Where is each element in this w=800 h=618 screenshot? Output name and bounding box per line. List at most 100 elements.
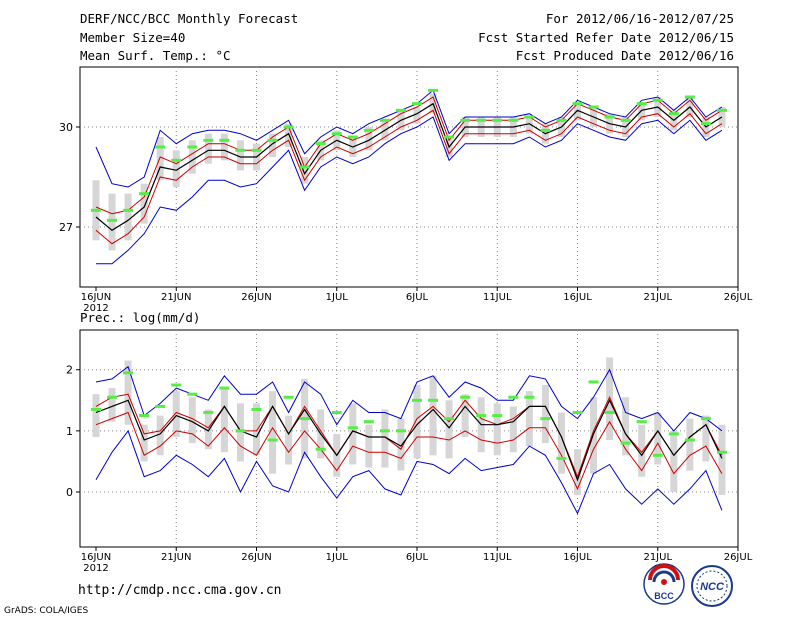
temperature-xtick-label: 1JUL [326,292,349,303]
temperature-xtick-label: 26JUL [724,292,753,303]
precipitation-member-range-box [172,391,180,437]
precipitation-member-range-box [220,388,228,453]
precipitation-xtick-label: 11JUL [483,552,512,563]
precipitation-median-marker [251,407,262,411]
precipitation-member-range-box [381,409,389,468]
precipitation-median-marker [428,398,439,402]
precipitation-member-range-box [92,394,100,437]
bcc-logo-text: BCC [654,591,674,601]
temperature-median-marker [444,135,455,139]
precipitation-ensemble-mean-line [95,398,723,482]
temperature-median-marker [363,128,374,132]
temperature-xtick-label: 21JUL [643,292,672,303]
precipitation-max-line [95,365,723,432]
temperature-ensemble-mean-line [95,102,723,232]
precipitation-member-range-box [397,418,405,471]
precipitation-median-marker [540,417,551,421]
temperature-median-marker [476,118,487,122]
temperature-xtick-label: 6JUL [406,292,429,303]
temperature-xtick-label: 11JUL [483,292,512,303]
temperature-median-marker [107,218,118,222]
precipitation-member-range-box [269,391,277,474]
precipitation-median-marker [652,453,663,457]
precipitation-member-range-box [188,397,196,444]
precipitation-median-marker [267,438,278,442]
temperature-median-marker [540,128,551,132]
precipitation-median-marker [107,395,118,399]
precipitation-median-marker [363,420,374,424]
temperature-median-marker [524,115,535,119]
precipitation-member-range-box [445,400,453,459]
precipitation-member-range-box [686,418,694,471]
precipitation-xtick-label: 6JUL [406,552,429,563]
temperature-member-range-box [574,103,581,121]
precipitation-median-marker [668,432,679,436]
temperature-member-range-box [236,140,244,171]
forecast-started-date: Fcst Started Refer Date 2012/06/15 [478,30,734,45]
temperature-median-marker [652,98,663,102]
precipitation-member-range-box [365,424,373,468]
precipitation-member-range-box [124,360,132,425]
precipitation-median-marker [604,411,615,415]
precipitation-xtick-label: 21JUN [161,552,191,563]
precipitation-member-range-box [253,403,260,456]
temperature-max-line [95,89,723,188]
precipitation-member-range-box [108,388,116,422]
precipitation-mean-plus-spread-line [95,393,723,479]
precipitation-median-marker [412,398,422,402]
temperature-median-marker [139,192,150,196]
temperature-median-marker [684,95,695,99]
precipitation-median-marker [588,380,599,384]
temperature-median-marker [91,208,101,212]
precipitation-median-marker [636,420,647,424]
temperature-median-marker [347,135,358,139]
precipitation-ytick-label: 2 [66,364,73,377]
temperature-median-marker [412,102,422,106]
precipitation-member-range-box [702,415,710,462]
precipitation-median-marker [139,414,150,418]
precipitation-member-range-box [638,424,646,477]
temperature-xtick-label: 21JUN [161,292,191,303]
precipitation-median-marker [331,411,342,415]
precipitation-median-marker [556,456,567,460]
temperature-median-marker [379,118,390,122]
precipitation-median-marker [476,414,487,418]
temperature-min-line [96,116,723,265]
source-url[interactable]: http://cmdp.ncc.cma.gov.cn [78,583,282,598]
precipitation-median-marker [524,395,535,399]
temperature-member-range-box [124,193,132,241]
temperature-member-range-box [269,133,277,157]
temperature-median-marker [588,105,599,109]
temperature-median-marker [203,138,214,142]
precipitation-xtick-label: 16JUN [81,552,111,563]
precipitation-member-range-box [461,394,469,437]
precipitation-member-range-box [349,403,357,465]
temperature-median-marker [556,118,567,122]
precipitation-plot-frame [79,329,739,548]
temperature-median-marker [235,148,246,152]
precipitation-ytick-label: 0 [66,486,73,499]
precipitation-member-range-box [654,412,662,465]
precipitation-median-marker [171,383,182,387]
temperature-member-range-box [156,137,164,181]
temperature-median-marker [668,112,679,116]
precipitation-median-marker [379,429,390,433]
temperature-median-marker [716,108,727,112]
precipitation-median-marker [492,414,503,418]
chart-title: DERF/NCC/BCC Monthly Forecast [80,11,299,26]
temperature-median-marker [492,118,503,122]
precipitation-member-range-box [493,403,501,456]
temperature-median-marker [219,138,230,142]
temperature-plot-frame [79,66,739,288]
precipitation-median-marker [187,392,198,396]
temperature-member-range-box [525,117,533,134]
precipitation-median-marker [155,404,166,408]
temperature-median-marker [508,118,519,122]
temperature-median-marker [315,142,326,146]
temperature-member-range-box [365,127,373,151]
ncc-logo-text: NCC [700,581,725,593]
temperature-median-marker [395,108,406,112]
temperature-median-marker [123,208,134,212]
temperature-xtick-label: 16JUN [81,292,111,303]
